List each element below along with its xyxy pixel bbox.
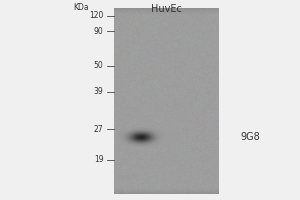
Text: HuvEc: HuvEc xyxy=(151,4,182,14)
Text: 90: 90 xyxy=(94,26,103,36)
Text: 19: 19 xyxy=(94,156,104,164)
Text: 120: 120 xyxy=(89,11,103,21)
Text: 9G8: 9G8 xyxy=(240,132,260,142)
Text: 50: 50 xyxy=(94,62,103,71)
Text: KDa: KDa xyxy=(73,3,88,12)
Text: 39: 39 xyxy=(94,88,103,97)
Text: 27: 27 xyxy=(94,124,104,134)
